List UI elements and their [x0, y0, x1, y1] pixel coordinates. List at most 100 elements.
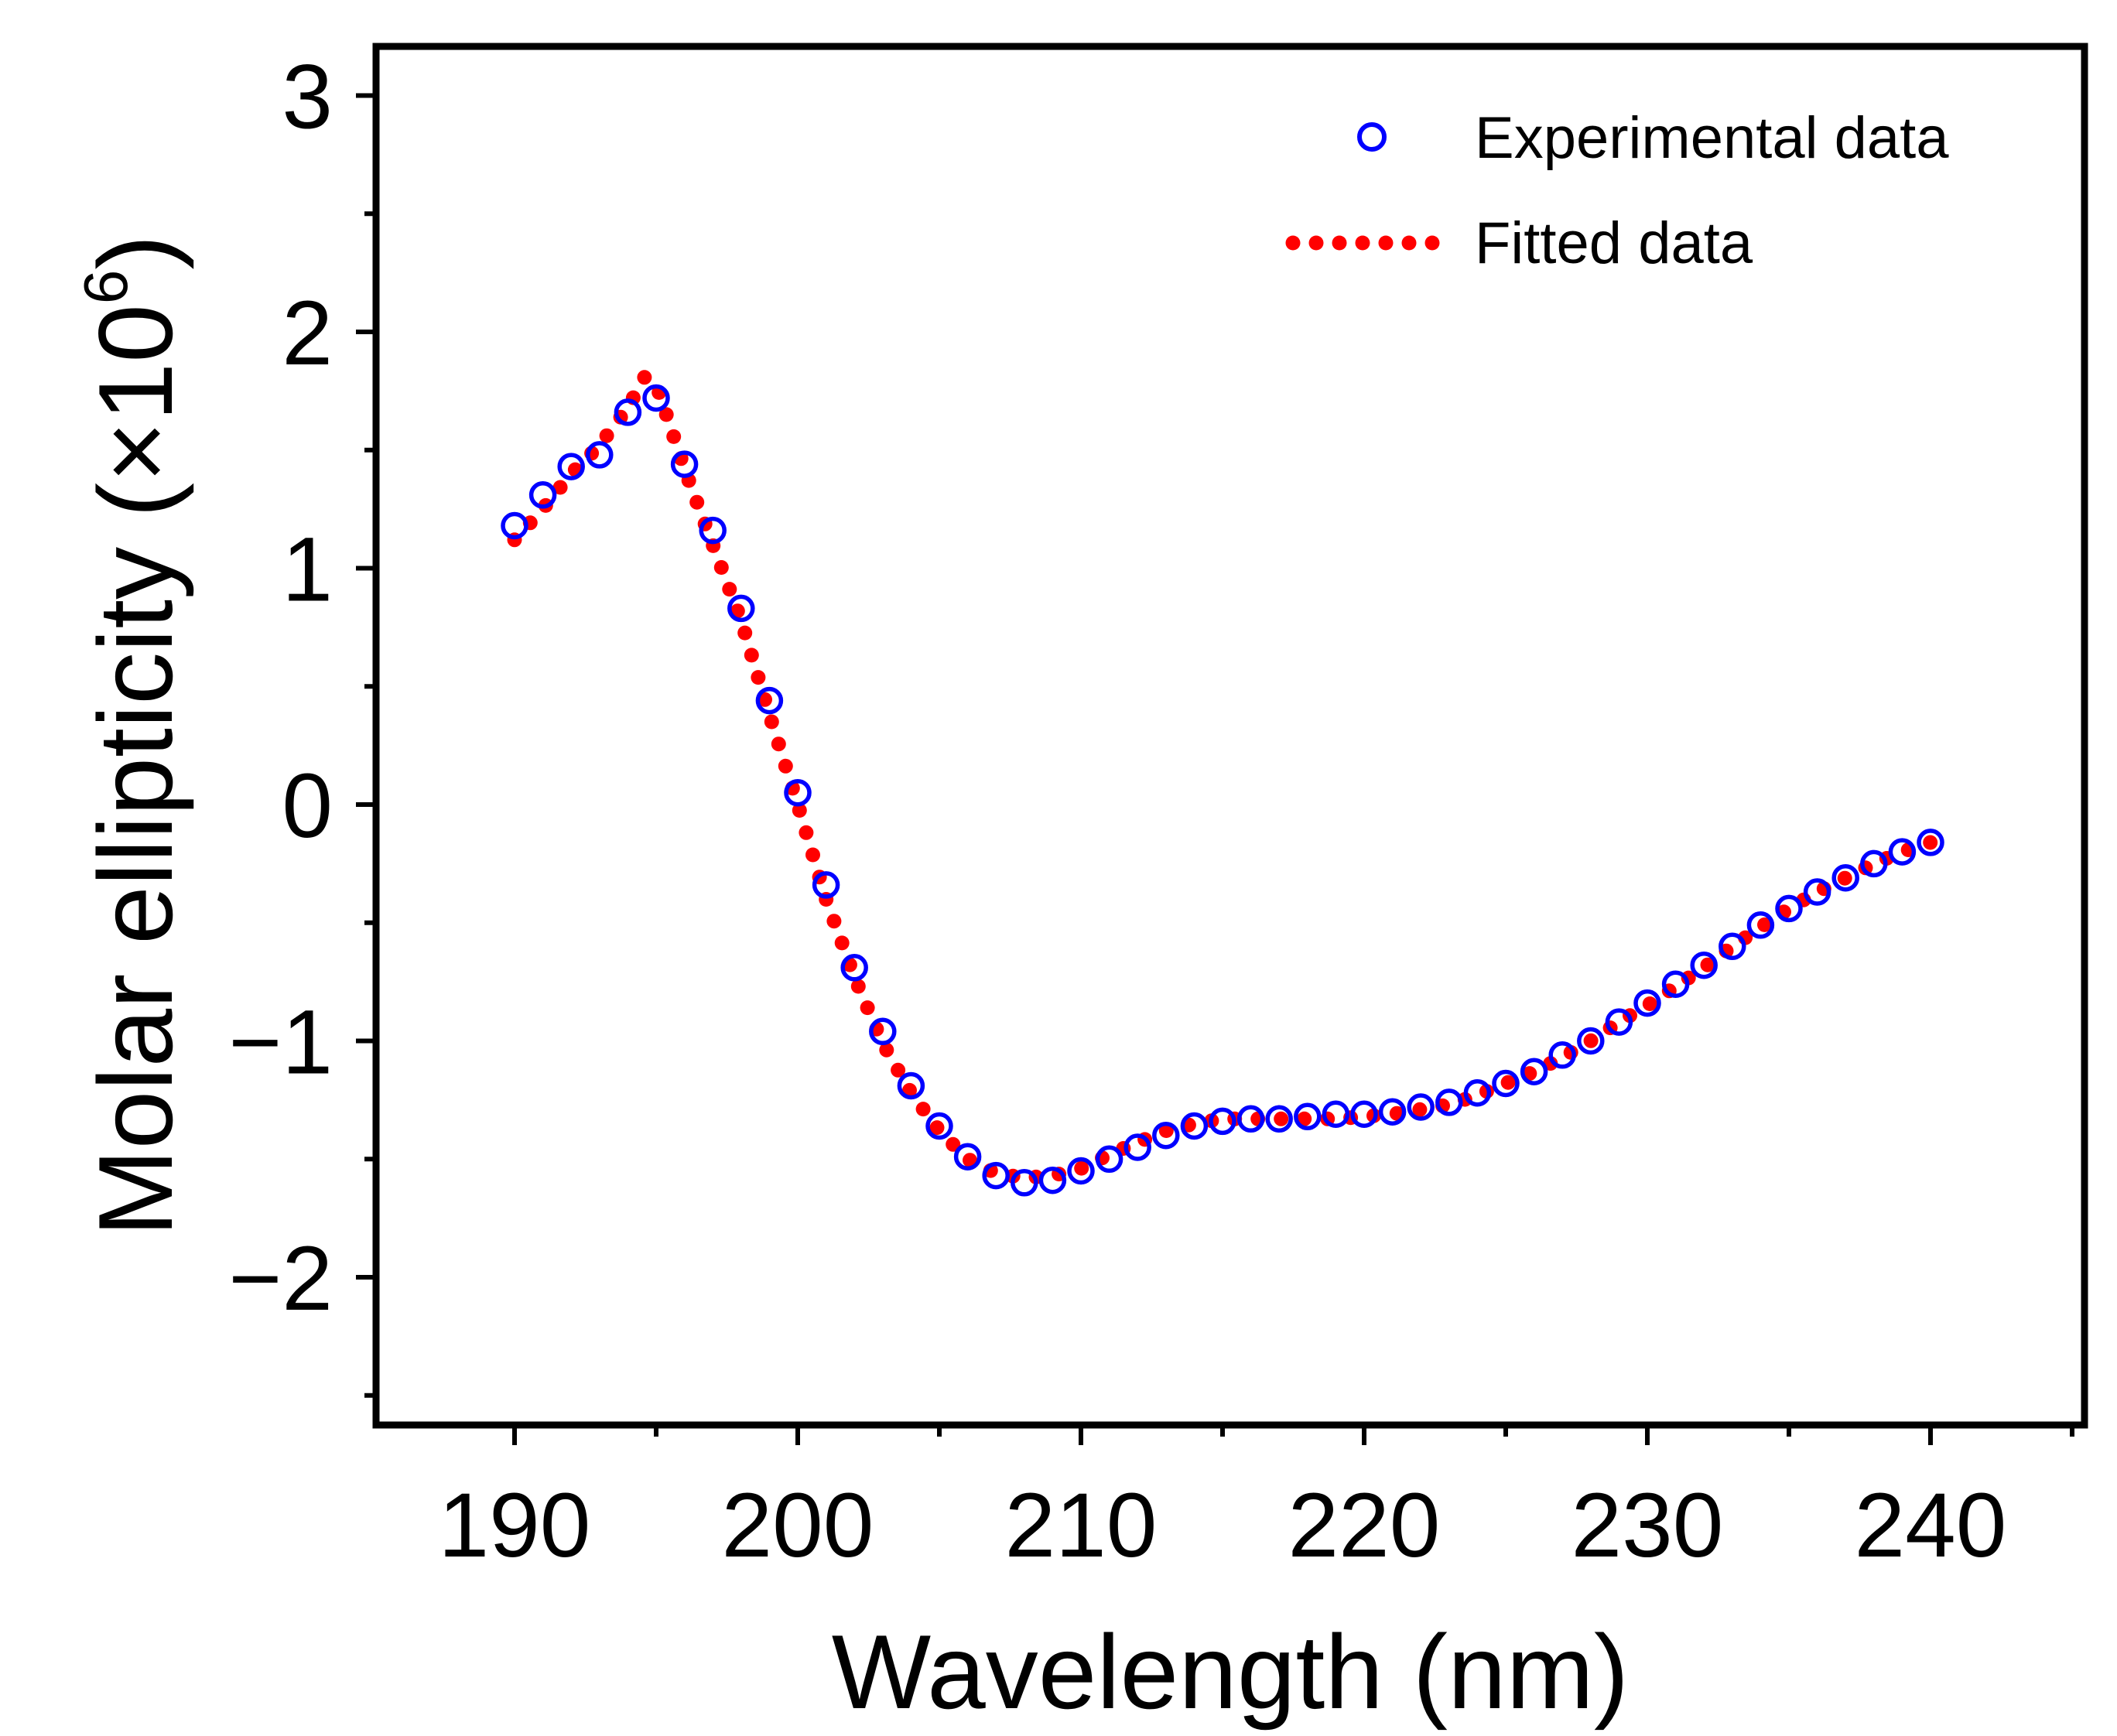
x-tick-label: 220 [1288, 1475, 1441, 1577]
x-tick-label: 210 [1005, 1475, 1158, 1577]
fitted-data-dot [722, 582, 737, 597]
legend-fitted-dot [1355, 235, 1370, 251]
fitted-data-dot [552, 480, 568, 495]
fitted-data-dot [1923, 835, 1938, 850]
fitted-data-dot [946, 1136, 961, 1152]
x-tick-label: 230 [1572, 1475, 1724, 1577]
fitted-data-dot [1642, 996, 1657, 1011]
experimental-data-point [528, 481, 557, 509]
fitted-data-dot [1158, 1123, 1174, 1138]
y-axis-title-main: Molar ellipticity (×10 [77, 304, 194, 1237]
experimental-data-point [1690, 951, 1718, 979]
experimental-data-point [1661, 970, 1690, 998]
legend-fitted-dot [1401, 235, 1417, 251]
experimental-data-point [1038, 1166, 1067, 1194]
plot-frame [372, 43, 2088, 1429]
y-tick-label: 3 [282, 46, 333, 149]
legend-fitted-dot [1285, 235, 1301, 251]
experimental-data-series [501, 384, 1944, 1197]
y-axis-title: Molar ellipticity (×106) [71, 234, 194, 1236]
experimental-data-point [699, 516, 727, 545]
x-axis-title: Wavelength (nm) [832, 1613, 1629, 1731]
experimental-data-point [1803, 878, 1831, 906]
experimental-data-point [1548, 1041, 1576, 1069]
experimental-data-point [784, 778, 812, 807]
experimental-data-point [1435, 1088, 1463, 1116]
legend-experimental-label: Experimental data [1475, 105, 1949, 171]
fitted-data-dot [1500, 1075, 1516, 1090]
experimental-data-point [982, 1161, 1010, 1190]
fitted-data-dot [1700, 957, 1715, 972]
fitted-data-dot [929, 1120, 945, 1136]
legend-fitted-label: Fitted data [1475, 210, 1753, 276]
experimental-data-point [1123, 1133, 1151, 1161]
legend-fitted-dot [1424, 235, 1440, 251]
legend-fitted-marker [1285, 235, 1440, 251]
fitted-data-dot [666, 429, 682, 444]
experimental-data-point [755, 686, 784, 715]
legend-fitted-dot [1378, 235, 1394, 251]
fitted-data-dot [1297, 1111, 1312, 1126]
fitted-data-dot [751, 670, 766, 685]
y-tick-label: 1 [282, 519, 333, 621]
y-tick-label: −2 [228, 1228, 333, 1330]
experimental-data-point [1492, 1069, 1520, 1098]
experimental-data-point [1605, 1008, 1633, 1036]
fitted-data-dot [689, 494, 705, 510]
experimental-data-point [1236, 1105, 1265, 1133]
experimental-data-point [1067, 1157, 1095, 1185]
fitted-data-dot [744, 648, 759, 663]
experimental-data-point [1917, 829, 1944, 856]
experimental-data-point [586, 441, 614, 469]
experimental-data-point [1350, 1100, 1378, 1128]
fitted-data-dot [599, 428, 614, 443]
y-axis-title-close: ) [77, 234, 194, 269]
legend-fitted-dot [1308, 235, 1324, 251]
experimental-data-point [1378, 1098, 1407, 1126]
experimental-data-point [1746, 911, 1775, 939]
y-tick-label: 2 [282, 282, 333, 384]
experimental-data-point [925, 1112, 953, 1140]
fitted-data-dot [850, 979, 866, 994]
experimental-data-point [1831, 863, 1859, 892]
fitted-data-dot [771, 736, 786, 752]
plot-area [501, 370, 1944, 1197]
fitted-data-dot [805, 847, 820, 863]
experimental-data-point [1520, 1058, 1548, 1085]
fitted-data-dot [1583, 1033, 1599, 1048]
x-tick-label: 240 [1855, 1475, 2007, 1577]
fitted-data-dot [963, 1153, 977, 1168]
fitted-data-dot [891, 1062, 906, 1078]
experimental-data-point [1463, 1078, 1492, 1107]
y-axis-ticks: 3 2 1 0 −1 −2 [228, 46, 376, 1398]
experimental-data-point [1180, 1112, 1209, 1140]
x-tick-label: 200 [722, 1475, 874, 1577]
y-tick-label: −1 [228, 992, 333, 1094]
experimental-data-point [1577, 1027, 1605, 1055]
x-tick-label: 190 [439, 1475, 591, 1577]
fitted-data-dot [915, 1102, 931, 1117]
fitted-data-dot [778, 758, 793, 774]
experimental-data-point [1633, 989, 1661, 1017]
experimental-data-point [1095, 1145, 1123, 1174]
legend: Experimental data Fitted data [1285, 105, 1949, 276]
experimental-data-point [1209, 1107, 1236, 1136]
legend-fitted-dot [1332, 235, 1347, 251]
fitted-data-dot [834, 935, 850, 951]
experimental-data-point [1265, 1105, 1293, 1133]
fitted-data-dot [792, 803, 807, 818]
fitted-data-dot [713, 560, 729, 575]
fitted-data-dot [737, 625, 753, 641]
experimental-data-point [812, 871, 840, 899]
fitted-data-dot [764, 714, 779, 730]
fitted-data-dot [1757, 917, 1772, 932]
fitted-data-dot [637, 370, 652, 385]
y-tick-label: 0 [282, 755, 333, 857]
fitted-data-dot [1274, 1111, 1289, 1126]
experimental-data-point [1719, 932, 1746, 961]
experimental-data-point [501, 511, 528, 540]
fitted-data-dot [879, 1042, 894, 1058]
experimental-data-point [869, 1017, 897, 1046]
